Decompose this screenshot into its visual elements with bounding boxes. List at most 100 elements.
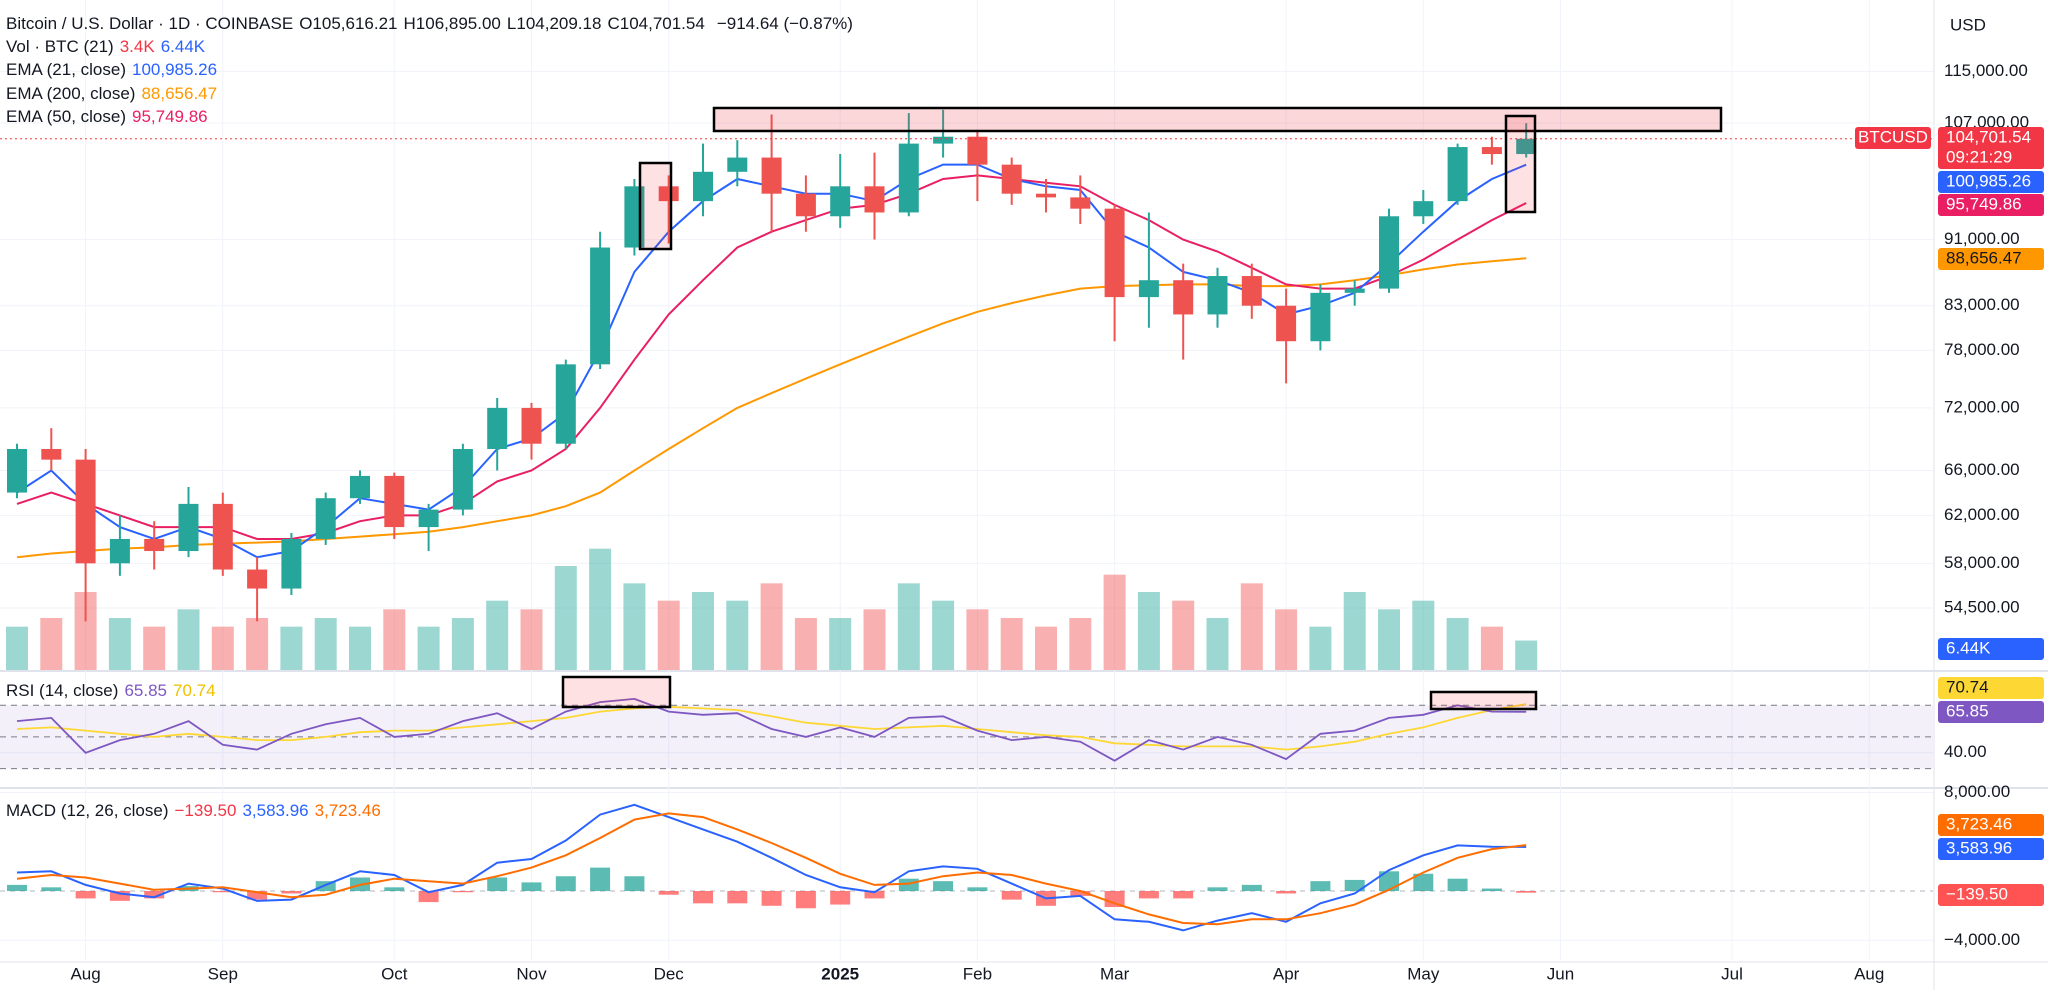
volume-bar [349, 626, 371, 670]
volume-bar [383, 609, 406, 670]
candle-body [1413, 201, 1434, 217]
x-tick-label: Aug [1854, 964, 1884, 983]
price-badge-label: 65.85 [1946, 701, 1989, 720]
volume-legend: Vol · BTC (21) 3.4K 6.44K [6, 37, 211, 57]
macd-histogram-bar [487, 877, 508, 892]
price-badge [1938, 677, 2044, 699]
legend-value: 100,985.26 [132, 60, 218, 79]
legend-name: EMA (200, close) [6, 84, 136, 103]
macd-histogram-bar [795, 891, 816, 909]
macd-legend: MACD (12, 26, close) −139.50 3,583.96 3,723… [6, 801, 387, 821]
legend-name: EMA (21, close) [6, 60, 126, 79]
macd-histogram-bar [967, 887, 988, 892]
x-tick-label: Oct [381, 964, 408, 983]
candle-body [1070, 197, 1091, 209]
candle-body [41, 448, 62, 460]
candle-body [693, 171, 713, 202]
candle-body [1481, 147, 1502, 155]
macd-histogram-bar [693, 891, 713, 904]
macd-histogram-bar [1516, 891, 1537, 893]
x-tick-label: Mar [1100, 964, 1130, 983]
macd-histogram-bar [315, 881, 336, 892]
volume-bar [589, 548, 612, 670]
volume-bar [1275, 609, 1298, 670]
volume-bar [1480, 626, 1503, 670]
candle-body [1207, 276, 1228, 315]
rsi-highlight-box [561, 675, 672, 709]
y-tick-label: 66,000.00 [1944, 460, 2020, 479]
volume-bar [657, 600, 680, 670]
volume-bar [1309, 626, 1332, 670]
macd-histogram-bar [1138, 891, 1159, 899]
candle-body [727, 157, 748, 172]
countdown-label: 09:21:29 [1946, 147, 2012, 166]
y-tick-label: 62,000.00 [1944, 505, 2020, 524]
ema-legend: EMA (200, close) 88,656.47 [6, 84, 223, 104]
volume-bar [726, 600, 749, 670]
macd-histogram-bar [1481, 888, 1502, 892]
x-tick-label: Sep [208, 964, 238, 983]
candle-body [487, 407, 508, 449]
price-badge-label: 104,701.54 [1946, 127, 2031, 146]
macd-histogram-bar [1344, 879, 1365, 892]
y-tick-label: 8,000.00 [1944, 782, 2010, 801]
ohlc-key: O [299, 14, 313, 33]
symbol-legend: Bitcoin / U.S. Dollar · 1D · COINBASE O10… [6, 14, 859, 34]
candle-body [1138, 280, 1159, 298]
price-badge-label: 70.74 [1946, 677, 1989, 696]
macd-histogram-bar [830, 891, 851, 905]
macd-histogram-bar [41, 887, 62, 892]
volume-bar [417, 626, 440, 670]
volume-bar [1515, 640, 1538, 670]
macd-histogram-bar [247, 891, 268, 900]
rsi-line [16, 703, 1527, 751]
y-tick-label: 83,000.00 [1944, 295, 2020, 314]
candle-body [144, 538, 165, 552]
ohlc-key: C [607, 14, 620, 33]
ema-line [16, 257, 1527, 559]
ohlc: O105,616.21 H106,895.00 L104,209.18 C104,70… [299, 14, 711, 33]
candle-body [1036, 193, 1056, 198]
volume-bar [74, 592, 97, 670]
rsi-highlight-box [1429, 690, 1538, 711]
volume-bar [623, 583, 646, 670]
ohlc-value: 106,895.00 [415, 14, 501, 33]
price-badge [1938, 838, 2044, 860]
candle-body [658, 186, 679, 202]
x-tick-label: Aug [70, 964, 100, 983]
x-tick-label: 2025 [821, 964, 859, 983]
highlight-box [638, 161, 673, 251]
volume-bar [211, 626, 234, 670]
macd-histogram-bar [1173, 891, 1194, 899]
rsi-legend: RSI (14, close) 65.85 70.74 [6, 681, 222, 701]
rsi-line [16, 697, 1527, 762]
candle-body [933, 136, 954, 144]
volume-bar [1172, 600, 1195, 670]
volume-bar [108, 618, 131, 670]
candle-body [967, 136, 988, 165]
volume-bar [177, 609, 200, 670]
volume-bar [692, 592, 714, 670]
candle-body [795, 193, 816, 217]
macd-histogram-bar [452, 891, 473, 893]
macd-histogram-bar [658, 891, 679, 895]
volume-bar [520, 609, 543, 670]
macd-histogram-bar [1413, 873, 1434, 892]
ema-legend: EMA (50, close) 95,749.86 [6, 107, 214, 127]
macd-histogram-bar [1207, 887, 1228, 892]
volume-bar [314, 618, 337, 670]
legend-value: −139.50 [174, 801, 237, 820]
macd-histogram-bar [555, 876, 576, 892]
price-badge [1938, 884, 2044, 906]
candle-body [109, 538, 130, 564]
volume-bar [1343, 592, 1366, 670]
macd-histogram-bar [384, 887, 405, 892]
ticker-tag-label: BTCUSD [1858, 127, 1928, 146]
candle-body [761, 157, 782, 194]
macd-histogram-bar [1276, 891, 1297, 894]
ticker-tag [1855, 127, 1931, 149]
y-tick-label: −4,000.00 [1944, 930, 2020, 949]
y-tick-label: 107,000.00 [1944, 113, 2029, 132]
volume-bar [1000, 618, 1023, 670]
currency-label: USD [1950, 15, 1986, 34]
